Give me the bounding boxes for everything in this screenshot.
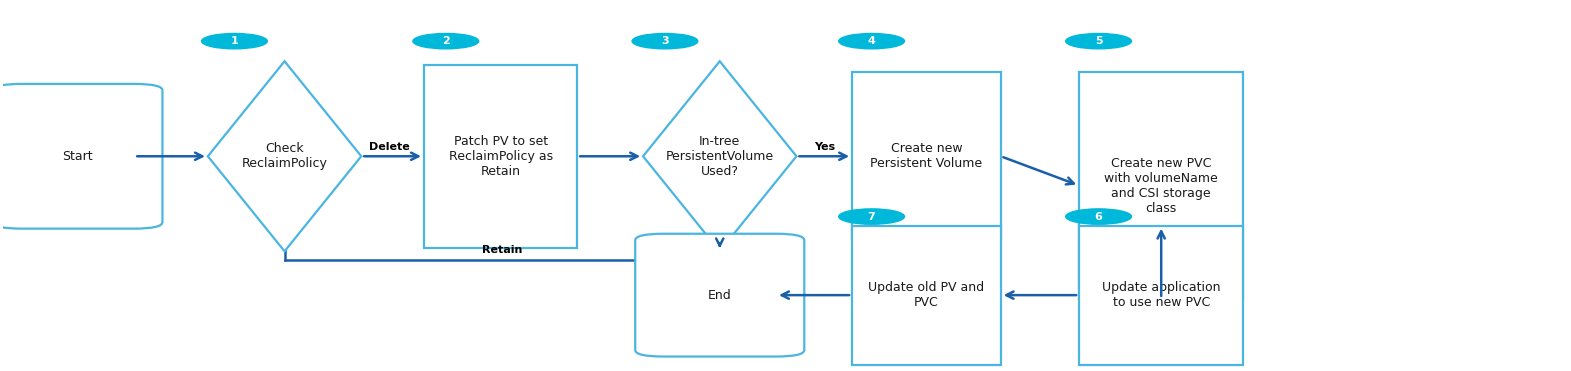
Text: Retain: Retain xyxy=(482,245,522,255)
Circle shape xyxy=(1065,209,1131,224)
Text: 4: 4 xyxy=(867,36,875,46)
Text: 2: 2 xyxy=(441,36,449,46)
Text: Yes: Yes xyxy=(814,142,836,152)
Circle shape xyxy=(839,209,905,224)
Text: 1: 1 xyxy=(231,36,239,46)
Circle shape xyxy=(839,33,905,49)
Text: In-tree
PersistentVolume
Used?: In-tree PersistentVolume Used? xyxy=(666,135,775,178)
Bar xyxy=(424,65,577,247)
Text: Update old PV and
PVC: Update old PV and PVC xyxy=(869,281,985,309)
Polygon shape xyxy=(643,61,796,251)
Text: 3: 3 xyxy=(661,36,669,46)
Polygon shape xyxy=(207,61,361,251)
Text: 5: 5 xyxy=(1095,36,1103,46)
Text: Create new
Persistent Volume: Create new Persistent Volume xyxy=(870,142,982,170)
Bar xyxy=(1079,72,1243,299)
Bar xyxy=(851,226,1001,365)
Text: Check
ReclaimPolicy: Check ReclaimPolicy xyxy=(242,142,327,170)
Text: End: End xyxy=(709,289,732,302)
FancyBboxPatch shape xyxy=(0,84,162,229)
Circle shape xyxy=(632,33,698,49)
Bar xyxy=(1079,226,1243,365)
Text: 6: 6 xyxy=(1095,211,1103,221)
Text: Patch PV to set
ReclaimPolicy as
Retain: Patch PV to set ReclaimPolicy as Retain xyxy=(449,135,553,178)
Text: 7: 7 xyxy=(867,211,875,221)
Text: Delete: Delete xyxy=(369,142,410,152)
Circle shape xyxy=(1065,33,1131,49)
FancyBboxPatch shape xyxy=(635,234,804,357)
Circle shape xyxy=(201,33,267,49)
Text: Update application
to use new PVC: Update application to use new PVC xyxy=(1101,281,1221,309)
Text: Start: Start xyxy=(63,150,93,163)
Bar xyxy=(851,72,1001,240)
Circle shape xyxy=(413,33,479,49)
Text: Create new PVC
with volumeName
and CSI storage
class: Create new PVC with volumeName and CSI s… xyxy=(1104,157,1218,214)
